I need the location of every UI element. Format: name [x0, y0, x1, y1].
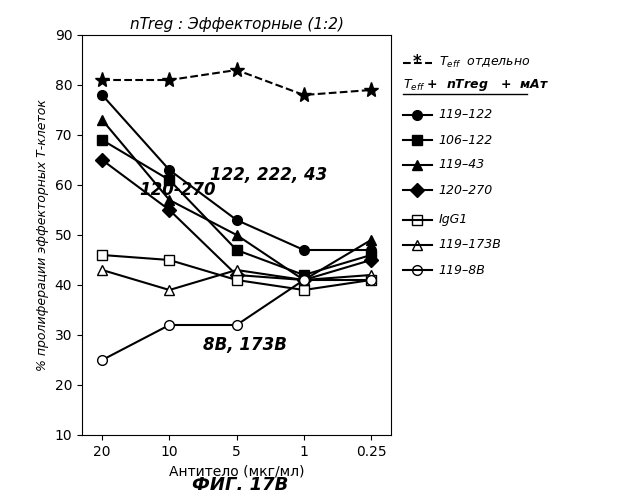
- Text: 119–173В: 119–173В: [439, 238, 502, 252]
- Text: 8B, 173B: 8B, 173B: [203, 336, 287, 354]
- Title: nTreg : Эффекторные (1:2): nTreg : Эффекторные (1:2): [129, 18, 344, 32]
- Text: ФИГ. 17В: ФИГ. 17В: [192, 476, 288, 494]
- Text: $T_{eff}$  отдельно: $T_{eff}$ отдельно: [439, 55, 530, 70]
- Text: $T_{eff}$ +  nTreg   +  мАт: $T_{eff}$ + nTreg + мАт: [403, 77, 548, 93]
- Text: 119–43: 119–43: [439, 158, 485, 172]
- Y-axis label: % пролиферации эффекторных Т-клеток: % пролиферации эффекторных Т-клеток: [36, 99, 49, 371]
- Text: 106–122: 106–122: [439, 134, 493, 146]
- Text: *: *: [413, 54, 422, 72]
- X-axis label: Антитело (мкг/мл): Антитело (мкг/мл): [169, 464, 304, 478]
- Text: 120–270: 120–270: [439, 184, 493, 196]
- Text: 119–8В: 119–8В: [439, 264, 485, 276]
- Text: IgG1: IgG1: [439, 214, 468, 226]
- Text: 122, 222, 43: 122, 222, 43: [209, 166, 327, 184]
- Text: 119–122: 119–122: [439, 108, 493, 122]
- Text: 120-270: 120-270: [139, 181, 216, 199]
